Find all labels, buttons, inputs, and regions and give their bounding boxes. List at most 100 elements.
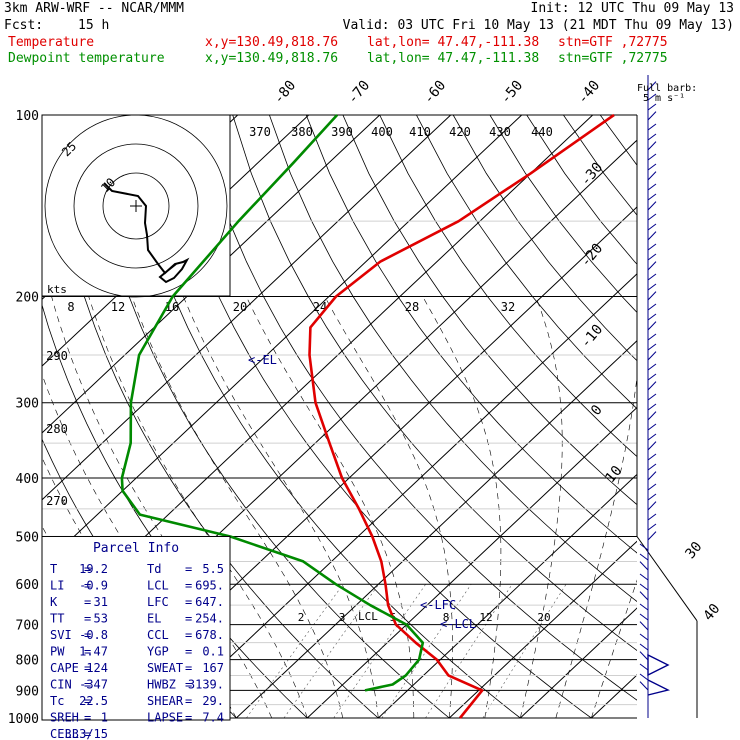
- parcel-info-box: [41, 535, 231, 721]
- wind-barb: [647, 351, 657, 361]
- wind-legend-unit: 5 m s⁻¹: [643, 93, 686, 104]
- dewpoint-profile: [120, 114, 425, 692]
- forecast-hour: 15 h: [78, 18, 110, 33]
- mixing-ratio-line: [283, 584, 380, 718]
- wind-barb: [647, 93, 657, 101]
- parcel-info-cell: 7.4: [202, 711, 224, 725]
- theta-label: 430: [489, 125, 511, 139]
- hodograph-ring: [102, 172, 170, 240]
- parcel-info-cell: =: [185, 628, 192, 642]
- parcel-info-cell: =: [84, 595, 91, 609]
- forecast-label: Fcst:: [4, 18, 44, 33]
- parcel-info-cell: TT: [50, 612, 64, 626]
- wind-barb: [647, 231, 657, 241]
- temperature-legend: Temperature: [8, 35, 95, 50]
- parcel-info-cell: 647.: [195, 595, 224, 609]
- parcel-info-cell: =: [185, 661, 192, 675]
- lcl-mixing-label: LCL: [358, 610, 378, 623]
- mixing-ratio-label: 20: [537, 611, 550, 624]
- parcel-info-cell: =: [185, 645, 192, 659]
- parcel-info-cell: 53: [94, 612, 108, 626]
- pressure-label: 200: [16, 291, 39, 306]
- wind-barb: [647, 103, 657, 111]
- wind-barb: [647, 501, 657, 511]
- theta-label: 410: [409, 125, 431, 139]
- wind-barb: [639, 681, 649, 691]
- mixing-ratio-line: [482, 584, 567, 718]
- pressure-label: 1000: [8, 712, 39, 727]
- parcel-info-cell: =: [84, 661, 91, 675]
- isotherm-label: -80: [271, 78, 300, 108]
- pressure-label: 600: [16, 578, 39, 593]
- lfc-marker-label: <-LFC: [420, 598, 456, 612]
- theta-label: 440: [531, 125, 553, 139]
- dewpoint-xy: x,y=130.49,818.76: [205, 51, 339, 66]
- wind-barb: [639, 583, 649, 591]
- theta-label: 420: [449, 125, 471, 139]
- wind-barb: [647, 453, 657, 461]
- pressure-label: 400: [16, 472, 39, 487]
- wind-barb: [639, 561, 649, 571]
- wind-barb: [639, 543, 649, 551]
- wind-barb: [647, 381, 657, 391]
- mixing-ratio-line: [333, 584, 426, 718]
- model-title: 3km ARW-WRF -- NCAR/MMM: [4, 1, 185, 16]
- wind-barb: [647, 433, 657, 441]
- isotherm-line: [42, 115, 523, 568]
- parcel-info-cell: 3139.: [188, 678, 224, 692]
- isotherm-label: 40: [700, 601, 723, 624]
- mixing-ratio-label: 2: [298, 611, 305, 624]
- parcel-info-cell: 167: [202, 661, 224, 675]
- wind-barb: [639, 603, 649, 611]
- dry-adiabat-line: [489, 115, 637, 314]
- wind-barb: [647, 111, 657, 121]
- wind-barb: [647, 261, 657, 271]
- wind-barb: [647, 201, 657, 211]
- theta-label: 270: [46, 494, 68, 508]
- parcel-info-cell: CIN: [50, 678, 72, 692]
- parcel-info-cell: SREH: [50, 711, 79, 725]
- parcel-info-title: Parcel Info: [93, 541, 179, 556]
- parcel-info-cell: =: [185, 678, 192, 692]
- isotherm-line: [448, 540, 637, 718]
- parcel-info-cell: SHEAR: [147, 694, 184, 708]
- wind-barb: [647, 163, 657, 171]
- wind-barb: [647, 141, 657, 151]
- parcel-info-cell: LFC: [147, 595, 169, 609]
- dewpoint-latlon: lat,lon= 47.47,-111.38: [367, 51, 540, 66]
- wind-barb: [647, 81, 657, 91]
- wind-barb: [639, 621, 649, 631]
- isotherm-label: 0: [588, 402, 606, 419]
- parcel-info-cell: 31: [94, 595, 108, 609]
- sounding-markers: <-EL <-LFC <-LCL LCL: [248, 353, 476, 631]
- speed-scale-label: 20: [233, 300, 247, 314]
- theta-label: 370: [249, 125, 271, 139]
- parcel-info-cell: 19.2: [79, 562, 108, 576]
- isotherm-line: [519, 607, 637, 718]
- wind-barb: [647, 531, 657, 541]
- isotherm-line: [164, 273, 637, 718]
- wind-barb: [647, 423, 657, 431]
- theta-label: 280: [46, 422, 68, 436]
- isotherm-line: [42, 115, 381, 434]
- wind-barb: [647, 273, 657, 281]
- theta-label: 290: [46, 349, 68, 363]
- wind-barb: [647, 153, 657, 161]
- theta-label: 400: [371, 125, 393, 139]
- parcel-info-cell: -347: [79, 678, 108, 692]
- speed-scale-label: 12: [111, 300, 125, 314]
- isotherm-label: -60: [421, 78, 450, 108]
- init-time: Init: 12 UTC Thu 09 May 13: [530, 1, 735, 16]
- parcel-info-cell: =: [84, 711, 91, 725]
- wind-barb: [647, 411, 657, 421]
- wind-barb: [647, 243, 657, 251]
- parcel-info-cell: =: [84, 645, 91, 659]
- parcel-info-cell: SVI: [50, 628, 72, 642]
- parcel-info-cell: =: [84, 678, 91, 692]
- mixing-ratio-label: 12: [479, 611, 492, 624]
- pressure-label: 700: [16, 619, 39, 634]
- parcel-info-cell: 124: [86, 661, 108, 675]
- wind-barb: [647, 303, 657, 311]
- wind-barbs: [639, 75, 671, 718]
